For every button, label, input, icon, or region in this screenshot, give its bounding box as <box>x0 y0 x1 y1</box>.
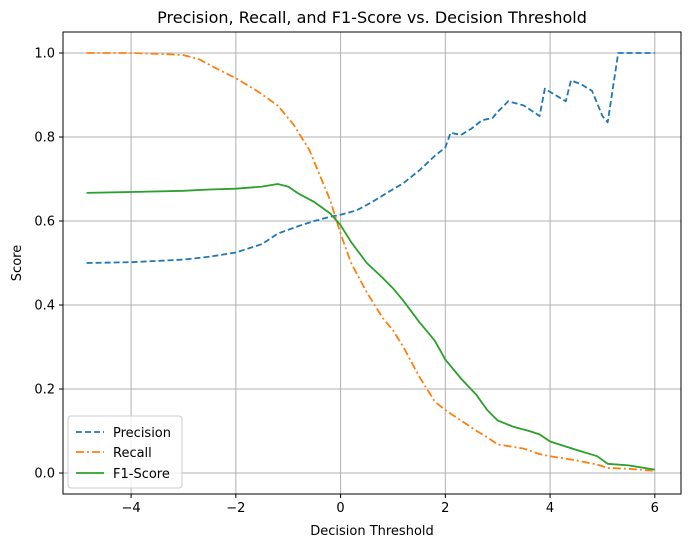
x-tick-label: 0 <box>336 501 344 516</box>
plot-frame <box>62 31 682 495</box>
legend: Precision Recall F1-Score <box>67 415 183 489</box>
y-axis-label: Score <box>10 245 25 281</box>
grid-layer <box>63 32 681 494</box>
legend-recall-label: Recall <box>113 446 152 461</box>
y-tick-label: 0.0 <box>34 467 55 482</box>
y-tick-label: 0.4 <box>34 299 55 314</box>
chart-title: Precision, Recall, and F1-Score vs. Deci… <box>157 8 587 27</box>
y-tick-label: 0.8 <box>34 131 55 146</box>
x-tick-label: 4 <box>546 501 554 516</box>
x-tick-label: 2 <box>441 501 449 516</box>
x-tick-label: −2 <box>226 501 245 516</box>
legend-precision-label: Precision <box>113 426 171 441</box>
x-axis-label: Decision Threshold <box>310 524 434 539</box>
legend-box <box>67 415 183 489</box>
y-tick-label: 0.2 <box>34 383 55 398</box>
legend-f1-score-label: F1-Score <box>113 467 170 482</box>
x-tick-label: 6 <box>651 501 659 516</box>
y-tick-label: 0.6 <box>34 215 55 230</box>
x-tick-label: −4 <box>121 501 140 516</box>
tick-layer: −4 −2 0 2 4 6 0.0 0.2 0.4 0.6 0.8 1.0 <box>34 47 659 517</box>
series-line-precision <box>86 52 655 264</box>
series-layer <box>86 52 655 472</box>
series-line-recall <box>86 52 655 472</box>
series-line-f1-score <box>86 183 655 471</box>
y-tick-label: 1.0 <box>34 47 55 62</box>
